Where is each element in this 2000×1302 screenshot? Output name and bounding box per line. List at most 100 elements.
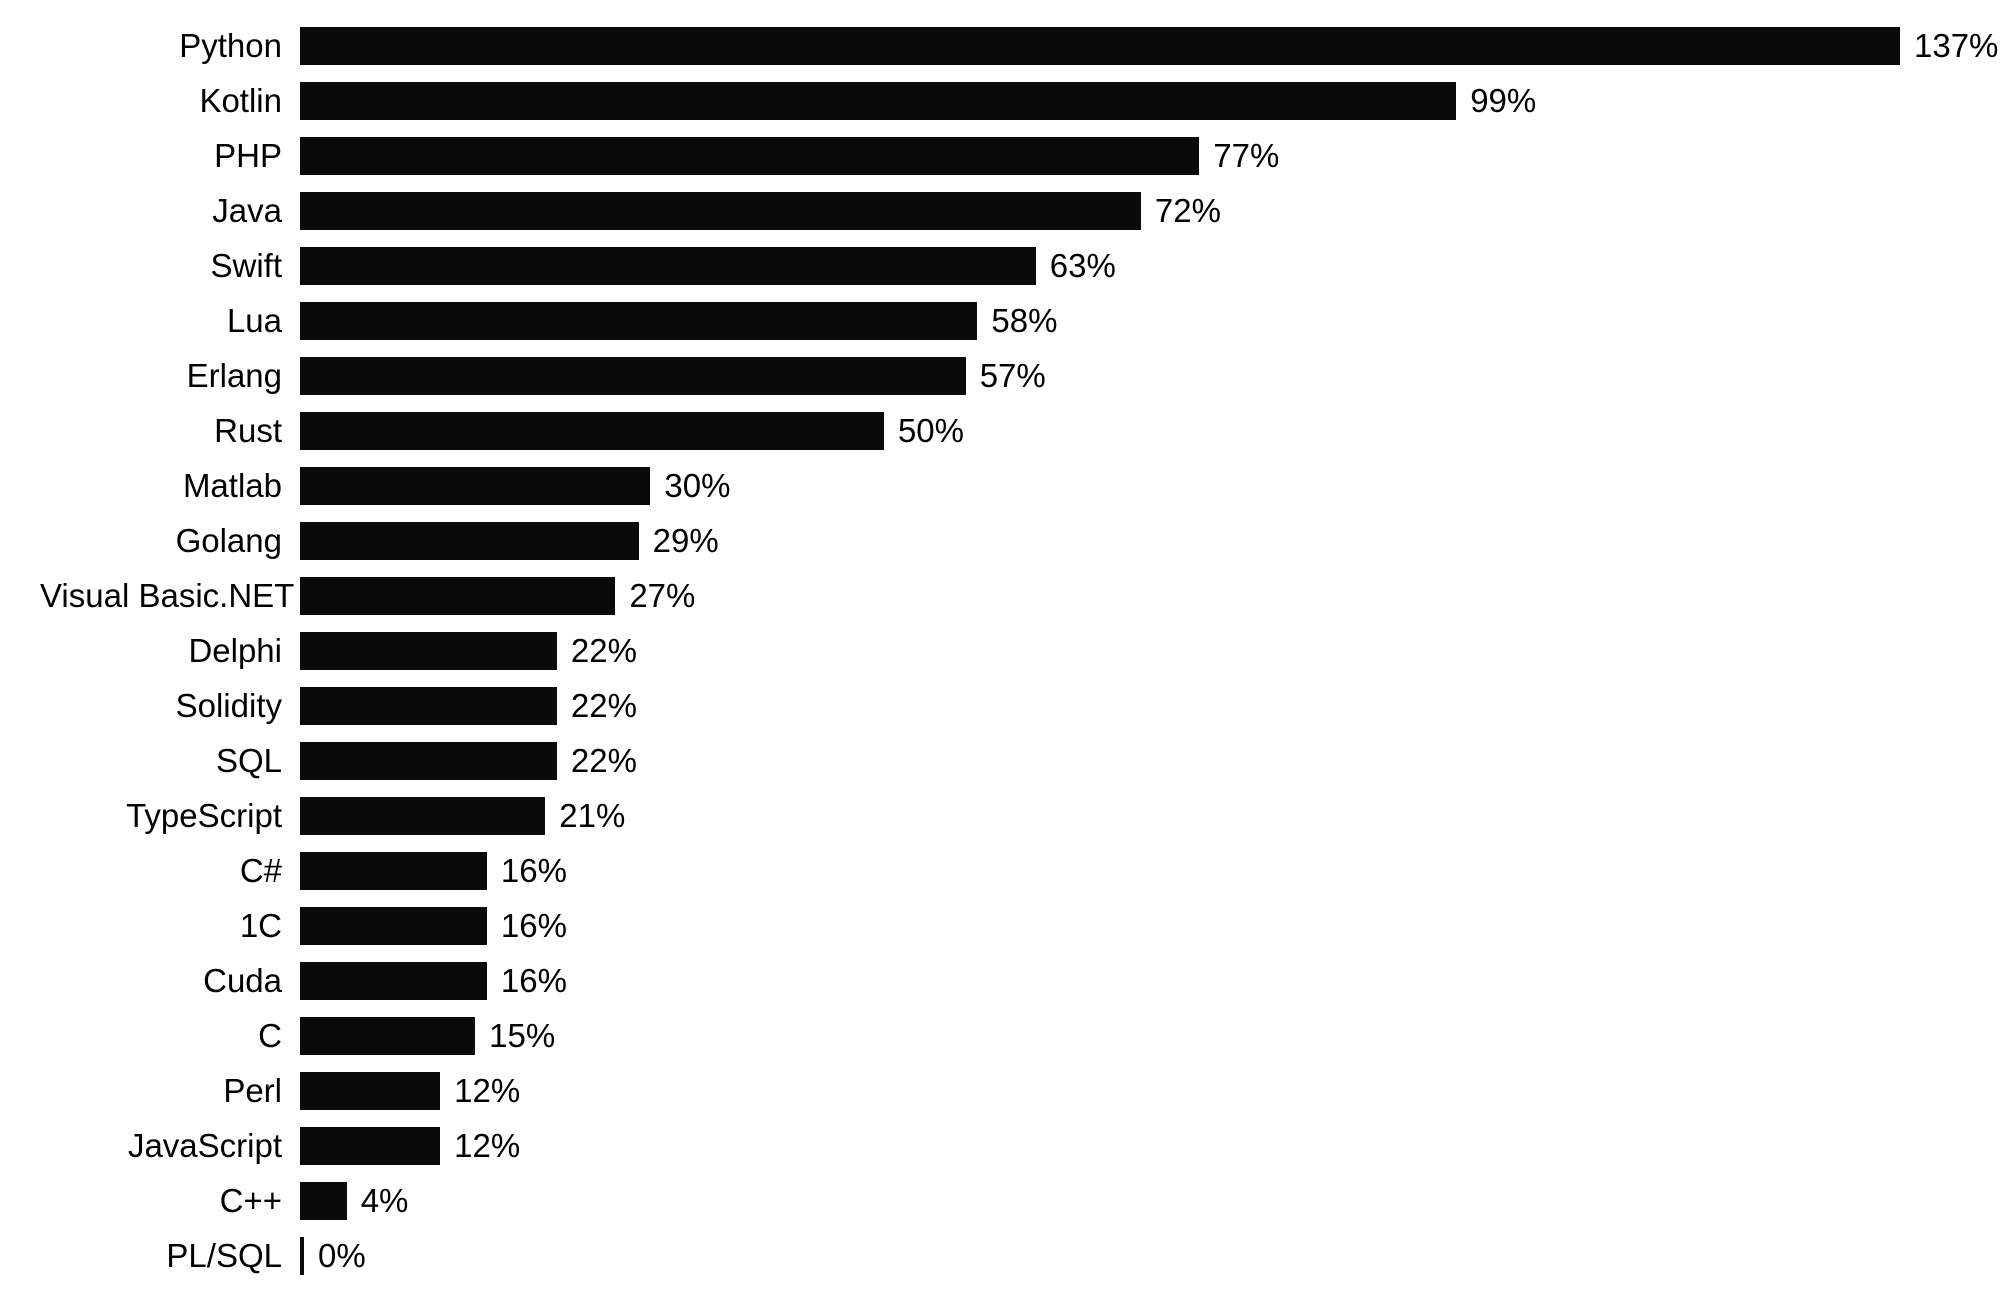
bar-value: 22% (557, 632, 637, 670)
bar-value: 4% (347, 1182, 409, 1220)
bar (300, 797, 545, 835)
bar-area: 21% (300, 790, 1960, 841)
bar (300, 27, 1900, 65)
bar-area: 22% (300, 625, 1960, 676)
bar-label: Cuda (40, 962, 300, 1000)
bar-value: 77% (1199, 137, 1279, 175)
bar-chart: Python137%Kotlin99%PHP77%Java72%Swift63%… (40, 20, 1960, 1282)
bar (300, 302, 977, 340)
bar-label: 1C (40, 907, 300, 945)
bar-area: 57% (300, 350, 1960, 401)
bar-row: 1C 16% (40, 901, 1960, 952)
bar-row: Visual Basic.NET27% (40, 570, 1960, 621)
bar (300, 82, 1456, 120)
bar-label: Matlab (40, 467, 300, 505)
bar-area: 0% (300, 1231, 1960, 1282)
bar-row: JavaScript 12% (40, 1121, 1960, 1172)
bar-row: PHP 77% (40, 130, 1960, 181)
bar-row: Perl 12% (40, 1066, 1960, 1117)
bar (300, 687, 557, 725)
bar-row: PL/SQL0% (40, 1231, 1960, 1282)
bar-value: 99% (1456, 82, 1536, 120)
bar-value: 21% (545, 797, 625, 835)
bar (300, 247, 1036, 285)
bar-label: Erlang (40, 357, 300, 395)
bar-label: Kotlin (40, 82, 300, 120)
bar-row: Matlab 30% (40, 460, 1960, 511)
bar-label: C++ (40, 1182, 300, 1220)
bar-area: 15% (300, 1011, 1960, 1062)
bar (300, 852, 487, 890)
bar-value: 16% (487, 962, 567, 1000)
bar-row: Swift 63% (40, 240, 1960, 291)
bar (300, 522, 639, 560)
bar (300, 192, 1141, 230)
bar-label: Python (40, 27, 300, 65)
bar-value: 16% (487, 907, 567, 945)
bar-value: 0% (304, 1237, 366, 1275)
bar-row: Erlang 57% (40, 350, 1960, 401)
bar-value: 12% (440, 1127, 520, 1165)
bar-label: Perl (40, 1072, 300, 1110)
bar-row: TypeScript 21% (40, 790, 1960, 841)
bar-label: C# (40, 852, 300, 890)
bar-label: Rust (40, 412, 300, 450)
bar-area: 12% (300, 1066, 1960, 1117)
bar-area: 99% (300, 75, 1960, 126)
bar-value: 58% (977, 302, 1057, 340)
bar (300, 632, 557, 670)
bar-area: 29% (300, 515, 1960, 566)
bar-area: 16% (300, 845, 1960, 896)
bar-label: C (40, 1017, 300, 1055)
bar-row: Golang29% (40, 515, 1960, 566)
bar-area: 27% (300, 570, 1960, 621)
bar-area: 72% (300, 185, 1960, 236)
bar-label: Java (40, 192, 300, 230)
bar-label: Delphi (40, 632, 300, 670)
bar-row: Kotlin 99% (40, 75, 1960, 126)
bar-row: Cuda 16% (40, 956, 1960, 1007)
bar-value: 50% (884, 412, 964, 450)
bar (300, 467, 650, 505)
bar-area: 22% (300, 680, 1960, 731)
bar (300, 742, 557, 780)
bar-area: 12% (300, 1121, 1960, 1172)
bar-label: Swift (40, 247, 300, 285)
bar-label: PHP (40, 137, 300, 175)
bar-label: JavaScript (40, 1127, 300, 1165)
bar-label: TypeScript (40, 797, 300, 835)
bar-area: 137% (300, 20, 1998, 71)
bar-row: Rust 50% (40, 405, 1960, 456)
bar-area: 50% (300, 405, 1960, 456)
bar-label: PL/SQL (40, 1237, 300, 1275)
bar-label: Visual Basic.NET (40, 577, 300, 615)
bar-label: SQL (40, 742, 300, 780)
bar-row: C++ 4% (40, 1176, 1960, 1227)
bar-area: 22% (300, 735, 1960, 786)
bar (300, 577, 615, 615)
bar-label: Lua (40, 302, 300, 340)
bar-area: 16% (300, 956, 1960, 1007)
bar-value: 22% (557, 742, 637, 780)
bar-row: Python137% (40, 20, 1960, 71)
bar-row: Java72% (40, 185, 1960, 236)
bar-value: 57% (966, 357, 1046, 395)
bar-area: 16% (300, 901, 1960, 952)
bar (300, 137, 1199, 175)
bar-value: 30% (650, 467, 730, 505)
bar-label: Golang (40, 522, 300, 560)
bar (300, 1072, 440, 1110)
bar (300, 962, 487, 1000)
bar-value: 63% (1036, 247, 1116, 285)
bar-row: SQL 22% (40, 735, 1960, 786)
bar-value: 12% (440, 1072, 520, 1110)
bar-area: 77% (300, 130, 1960, 181)
bar-row: C#16% (40, 845, 1960, 896)
bar (300, 1017, 475, 1055)
bar-row: Lua 58% (40, 295, 1960, 346)
bar-area: 4% (300, 1176, 1960, 1227)
bar-value: 15% (475, 1017, 555, 1055)
bar (300, 1127, 440, 1165)
bar-area: 63% (300, 240, 1960, 291)
bar-value: 137% (1900, 27, 1998, 65)
